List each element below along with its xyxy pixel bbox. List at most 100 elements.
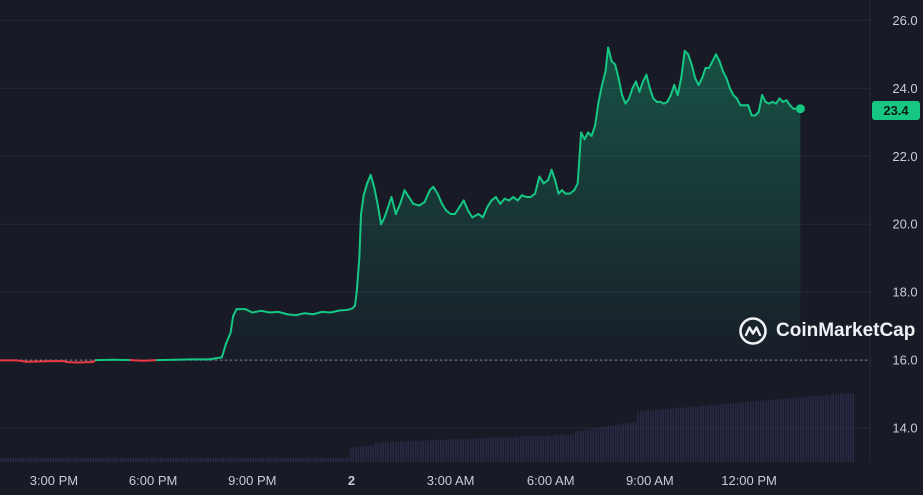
volume-bar bbox=[712, 405, 715, 462]
price-line-segment bbox=[383, 206, 390, 219]
volume-bar bbox=[740, 402, 742, 462]
volume-bar bbox=[5, 457, 7, 462]
price-line-segment bbox=[467, 209, 474, 219]
volume-bar bbox=[400, 441, 402, 462]
price-line-segment bbox=[757, 94, 764, 114]
volume-bar bbox=[387, 442, 390, 462]
volume-bar bbox=[747, 401, 750, 462]
volume-bar bbox=[520, 436, 522, 462]
volume-bar bbox=[395, 442, 397, 462]
volume-bar bbox=[420, 441, 422, 462]
price-line-segment bbox=[666, 94, 672, 103]
price-line-segment bbox=[676, 77, 683, 97]
volume-bar bbox=[342, 457, 345, 462]
price-line-segment bbox=[547, 168, 553, 182]
volume-bar bbox=[600, 427, 602, 462]
volume-bar bbox=[312, 457, 315, 462]
volume-bar bbox=[227, 457, 230, 462]
volume-bar bbox=[262, 457, 265, 462]
volume-bar bbox=[850, 393, 852, 462]
volume-bar bbox=[397, 441, 400, 462]
volume-bar bbox=[335, 457, 337, 462]
volume-bar bbox=[25, 457, 27, 462]
volume-bar bbox=[132, 457, 135, 462]
volume-bar bbox=[377, 442, 380, 462]
volume-bar bbox=[580, 430, 582, 462]
price-line-segment bbox=[312, 310, 323, 316]
volume-bar bbox=[122, 457, 125, 462]
volume-bar bbox=[485, 437, 487, 462]
volume-bar bbox=[135, 457, 137, 462]
volume-bar bbox=[275, 457, 277, 462]
volume-bar bbox=[750, 401, 752, 462]
volume-bar bbox=[657, 409, 660, 462]
volume-bar bbox=[72, 457, 75, 462]
volume-bar bbox=[557, 435, 560, 462]
volume-bar bbox=[247, 457, 250, 462]
volume-bar bbox=[115, 457, 117, 462]
volume-bar bbox=[407, 440, 410, 462]
volume-bar bbox=[437, 439, 440, 462]
price-line-segment bbox=[516, 194, 523, 202]
volume-bar bbox=[622, 423, 625, 462]
volume-bar bbox=[47, 457, 50, 462]
volume-bar bbox=[32, 457, 35, 462]
volume-bar bbox=[742, 402, 745, 462]
volume-bar bbox=[105, 457, 107, 462]
volume-bar bbox=[535, 436, 537, 462]
volume-bar bbox=[775, 399, 777, 462]
volume-bar bbox=[125, 457, 127, 462]
volume-bar bbox=[170, 457, 172, 462]
volume-bar bbox=[205, 457, 207, 462]
volume-bar bbox=[85, 457, 87, 462]
volume-bar bbox=[465, 439, 467, 462]
volume-bar bbox=[80, 457, 82, 462]
volume-bar bbox=[590, 429, 592, 462]
volume-bar bbox=[35, 457, 37, 462]
volume-bar bbox=[357, 447, 360, 462]
volume-bar bbox=[120, 457, 122, 462]
price-line-segment bbox=[303, 312, 315, 316]
volume-bar bbox=[10, 457, 12, 462]
price-line-segment bbox=[251, 309, 262, 314]
volume-bar bbox=[452, 439, 455, 462]
volume-bar bbox=[695, 406, 697, 462]
y-axis-ticks: 14.0 16.0 18.0 20.0 22.0 24.0 26.0 bbox=[892, 13, 917, 436]
price-line-segment bbox=[614, 63, 620, 80]
volume-bar bbox=[370, 445, 372, 462]
volume-bar bbox=[477, 437, 480, 462]
price-line-segment bbox=[638, 80, 644, 93]
volume-bar bbox=[150, 457, 152, 462]
volume-bar bbox=[87, 457, 90, 462]
volume-bar bbox=[40, 457, 42, 462]
price-line-segment bbox=[394, 202, 402, 216]
volume-bar bbox=[195, 457, 197, 462]
volume-bar bbox=[530, 435, 532, 462]
price-line-segment bbox=[721, 70, 728, 80]
volume-bar bbox=[447, 439, 450, 462]
volume-bar bbox=[457, 439, 460, 462]
volume-bar bbox=[295, 457, 297, 462]
price-line-segment bbox=[244, 308, 254, 314]
volume-bar bbox=[187, 457, 190, 462]
volume-bar bbox=[55, 457, 57, 462]
coinmarketcap-logo-icon bbox=[739, 317, 767, 345]
volume-bar bbox=[222, 457, 225, 462]
price-line-segment bbox=[728, 87, 735, 97]
volume-bar bbox=[812, 396, 815, 462]
price-line-segment bbox=[718, 60, 724, 73]
volume-bar bbox=[720, 404, 722, 462]
price-line-segment bbox=[628, 87, 634, 100]
volume-bar bbox=[210, 457, 212, 462]
volume-bar bbox=[845, 393, 847, 462]
volume-bar bbox=[537, 435, 540, 462]
price-line-segment bbox=[403, 189, 410, 199]
volume-bar bbox=[460, 438, 462, 462]
volume-bar bbox=[310, 457, 312, 462]
volume-bar bbox=[325, 457, 327, 462]
volume-bar bbox=[492, 437, 495, 462]
volume-bar bbox=[257, 457, 260, 462]
price-line-segment bbox=[634, 80, 641, 93]
price-line-segment bbox=[418, 201, 426, 207]
volume-bar bbox=[347, 457, 350, 462]
